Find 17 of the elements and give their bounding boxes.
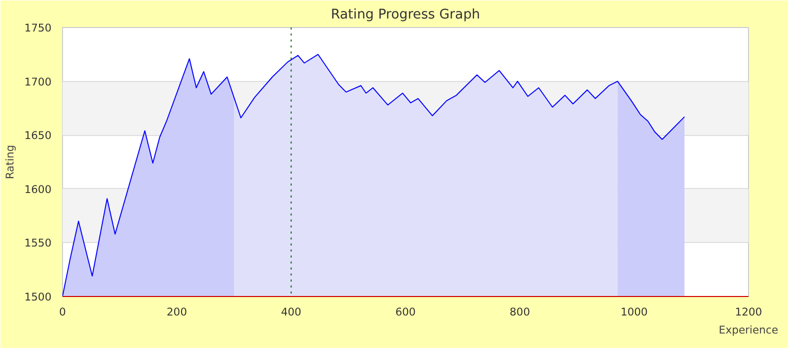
y-tick-label: 1550 bbox=[24, 236, 52, 250]
x-tick-label: 0 bbox=[59, 306, 66, 318]
y-tick-label: 1700 bbox=[24, 75, 52, 88]
y-tick-label: 1600 bbox=[24, 182, 52, 196]
line-series bbox=[62, 54, 685, 296]
x-tick-label: 600 bbox=[395, 306, 416, 318]
x-tick-label: 400 bbox=[280, 306, 302, 318]
y-axis-title: Rating bbox=[3, 144, 16, 180]
chart-title: Rating Progress Graph bbox=[330, 8, 480, 22]
x-tick-label: 1200 bbox=[734, 306, 762, 318]
x-tick-label: 200 bbox=[166, 306, 188, 318]
y-tick-label: 1500 bbox=[24, 290, 52, 304]
y-tick-label: 1750 bbox=[24, 22, 52, 34]
x-tick-label: 1000 bbox=[620, 306, 648, 318]
x-tick-label: 800 bbox=[510, 306, 530, 318]
y-tick-label: 1650 bbox=[24, 129, 52, 142]
x-axis-title: Experience bbox=[718, 324, 778, 336]
